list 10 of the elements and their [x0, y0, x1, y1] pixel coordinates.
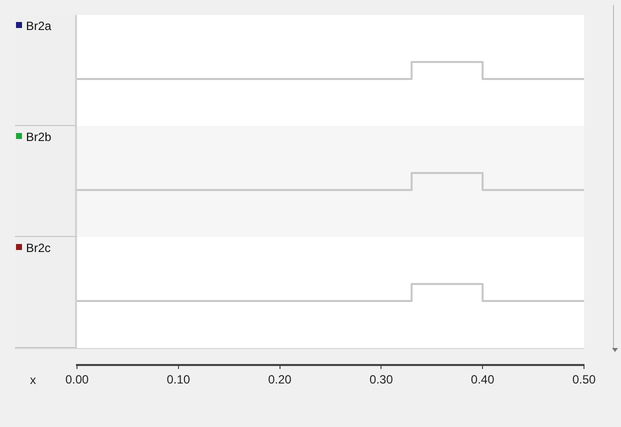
- x-tick-label: 0.10: [166, 372, 190, 387]
- x-tick-label: 0.40: [470, 372, 495, 387]
- text: Br2b: [26, 130, 52, 144]
- text: Br2c: [26, 241, 51, 255]
- x-tick-label: 0.50: [572, 372, 596, 387]
- text: Br2a: [26, 19, 52, 33]
- x-tick-label: 0.30: [370, 372, 394, 387]
- x-axis-title: x: [30, 373, 36, 387]
- x-tick-label: 0.00: [65, 372, 89, 387]
- x-tick-label: 0.20: [268, 372, 292, 387]
